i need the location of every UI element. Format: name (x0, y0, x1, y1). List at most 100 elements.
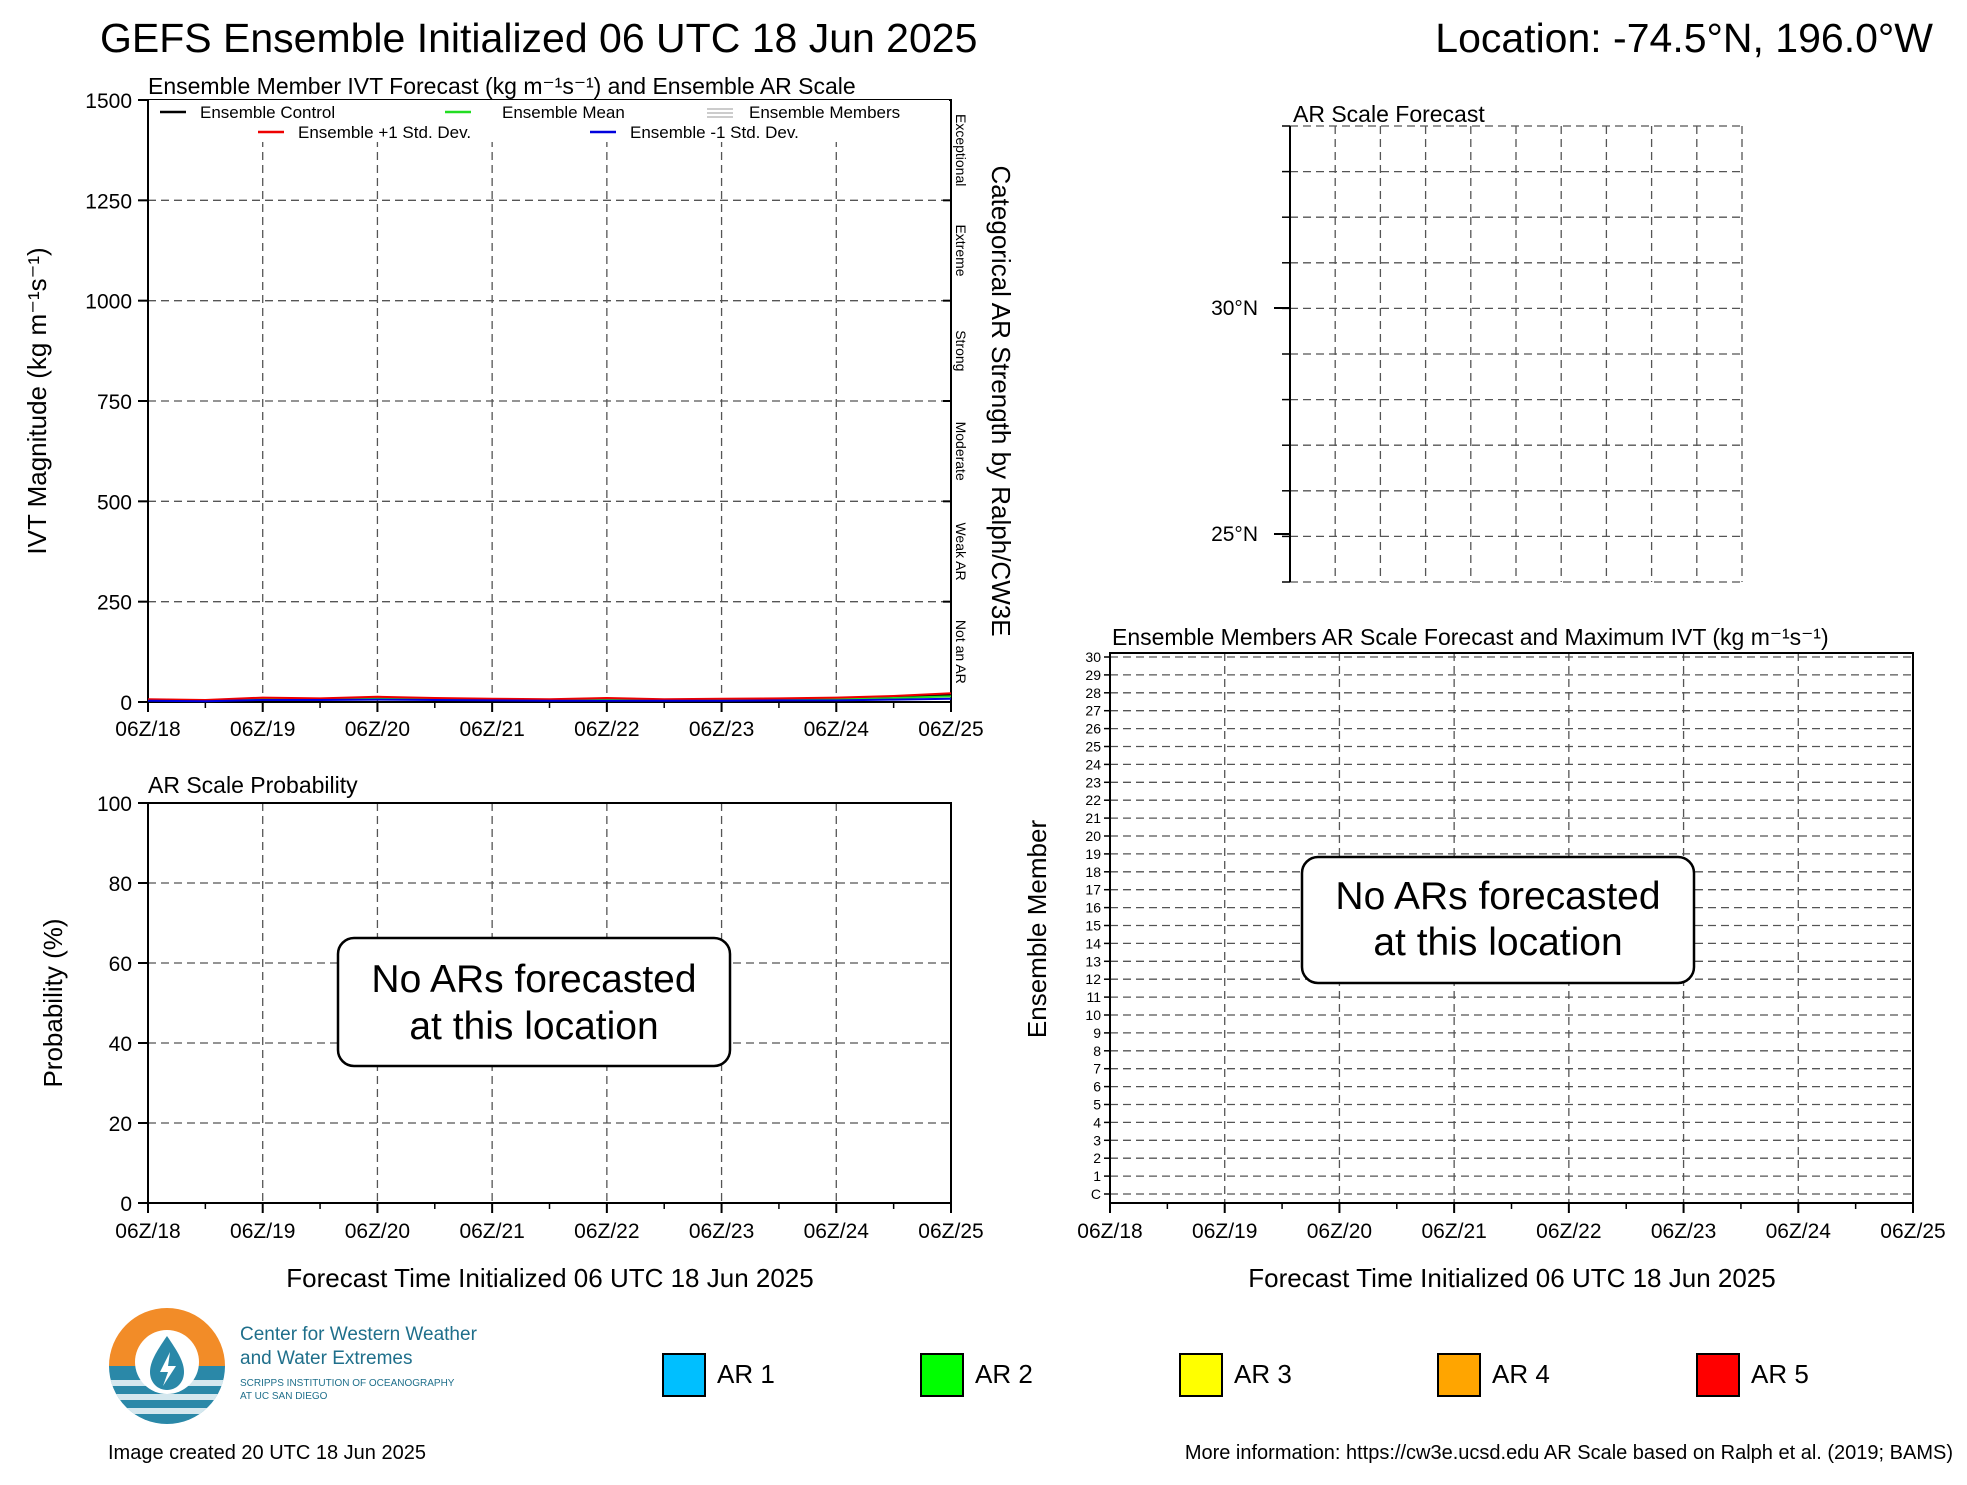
logo-line3: SCRIPPS INSTITUTION OF OCEANOGRAPHY (240, 1378, 455, 1389)
ar5-swatch (1696, 1353, 1740, 1397)
ivt-xtick-label-7: 06Z/25 (918, 718, 983, 741)
members-no-ar-line2: at this location (1373, 921, 1622, 964)
prob-xtick-label-2: 06Z/20 (345, 1220, 410, 1243)
prob-ylabel: Probability (%) (38, 918, 68, 1087)
legend-label-minus-std: Ensemble -1 Std. Dev. (630, 123, 799, 142)
cw3e-logo: Center for Western Weather and Water Ext… (109, 1308, 478, 1424)
member-label-18: 18 (1085, 864, 1101, 880)
prob-no-ar-line2: at this location (409, 1005, 658, 1048)
ivt-series (147, 692, 952, 703)
logo-line1: Center for Western Weather (240, 1324, 478, 1345)
legend-label-control: Ensemble Control (200, 103, 335, 122)
ar1-label: AR 1 (717, 1359, 775, 1389)
ensemble-members-panel: Ensemble Members AR Scale Forecast and M… (1022, 624, 1946, 1293)
members-ylabel: Ensemble Member (1022, 820, 1052, 1039)
prob-panel-title: AR Scale Probability (148, 772, 358, 798)
member-label-26: 26 (1085, 721, 1101, 737)
map-ticks (1274, 125, 1290, 583)
member-label-3: 3 (1093, 1132, 1101, 1148)
member-label-21: 21 (1085, 810, 1101, 826)
ar4-swatch (1437, 1353, 1481, 1397)
ar2-label: AR 2 (975, 1359, 1033, 1389)
prob-xlabel: Forecast Time Initialized 06 UTC 18 Jun … (286, 1263, 813, 1293)
member-label-0: C (1091, 1186, 1101, 1202)
member-label-7: 7 (1093, 1061, 1101, 1077)
ivt-ticks: 0 250 500 750 1000 1250 1500 06Z/18 06Z/19 06Z/20… (85, 90, 983, 741)
members-xtick-label-3: 06Z/21 (1421, 1220, 1486, 1243)
members-no-ar-box (1300, 855, 1696, 985)
member-label-13: 13 (1085, 953, 1101, 969)
member-label-11: 11 (1086, 989, 1101, 1005)
member-label-2: 2 (1093, 1150, 1101, 1166)
map-panel-title: AR Scale Forecast (1293, 101, 1485, 127)
legend-label-mean: Ensemble Mean (502, 103, 625, 122)
prob-ytick-label-40: 40 (109, 1033, 132, 1056)
member-label-9: 9 (1093, 1025, 1101, 1041)
map-grid (1290, 125, 1743, 583)
member-label-16: 16 (1085, 900, 1101, 916)
member-label-1: 1 (1093, 1168, 1101, 1184)
ar3-label: AR 3 (1234, 1359, 1292, 1389)
members-ticks: 06Z/18 06Z/19 06Z/20 06Z/21 06Z/22 06Z/23 06Z/… (1077, 656, 1946, 1243)
ar-category-label-5: Not an AR (953, 620, 969, 684)
ivt-xtick-label-3: 06Z/21 (459, 718, 524, 741)
members-grid (1110, 653, 1913, 1203)
member-label-14: 14 (1085, 935, 1101, 951)
prob-ytick-label-80: 80 (109, 873, 132, 896)
members-no-ar-line1: No ARs forecasted (1335, 875, 1660, 918)
members-panel-title: Ensemble Members AR Scale Forecast and M… (1112, 624, 1829, 650)
member-label-23: 23 (1085, 774, 1101, 790)
legend-label-plus-std: Ensemble +1 Std. Dev. (298, 123, 471, 142)
prob-ticks: 0 20 40 60 80 100 06Z/18 06Z/19 06Z/20 06Z/21 06Z/… (97, 793, 984, 1243)
members-xtick-label-1: 06Z/19 (1192, 1220, 1257, 1243)
member-label-6: 6 (1093, 1079, 1101, 1095)
ivt-ylabel: IVT Magnitude (kg m⁻¹s⁻¹) (22, 247, 52, 554)
member-label-28: 28 (1085, 685, 1101, 701)
members-xtick-label-4: 06Z/22 (1536, 1220, 1601, 1243)
members-xlabel: Forecast Time Initialized 06 UTC 18 Jun … (1248, 1263, 1775, 1293)
ar1-swatch (662, 1353, 706, 1397)
ivt-legend-bg (149, 100, 949, 142)
ivt-xtick-label-5: 06Z/23 (689, 718, 754, 741)
figure-title: GEFS Ensemble Initialized 06 UTC 18 Jun … (100, 15, 977, 61)
ivt-ytick-label-750: 750 (97, 391, 132, 414)
ivt-legend: Ensemble Control Ensemble Mean Ensemble … (149, 100, 949, 142)
ivt-ytick-label-250: 250 (97, 592, 132, 615)
member-label-12: 12 (1085, 971, 1101, 987)
members-xtick-label-0: 06Z/18 (1077, 1220, 1142, 1243)
ivt-xtick-label-6: 06Z/24 (804, 718, 870, 741)
member-label-4: 4 (1093, 1114, 1101, 1130)
prob-no-ar-box (336, 936, 732, 1068)
prob-xtick-label-3: 06Z/21 (459, 1220, 524, 1243)
member-label-30: 30 (1085, 649, 1101, 665)
prob-ytick-label-100: 100 (97, 793, 132, 816)
prob-xtick-label-5: 06Z/23 (689, 1220, 754, 1243)
ar-category-label-0: Exceptional (953, 114, 969, 186)
member-label-8: 8 (1093, 1043, 1101, 1059)
ivt-xtick-label-2: 06Z/20 (345, 718, 410, 741)
prob-xtick-label-1: 06Z/19 (230, 1220, 295, 1243)
ar2-swatch (920, 1353, 964, 1397)
ivt-right-label: Categorical AR Strength by Ralph/CW3E (986, 165, 1016, 636)
map-lat-25: 25°N (1211, 523, 1258, 546)
prob-xtick-label-7: 06Z/25 (918, 1220, 983, 1243)
ar-category-label-3: Moderate (953, 422, 969, 481)
member-label-5: 5 (1093, 1097, 1101, 1113)
ar5-label: AR 5 (1751, 1359, 1809, 1389)
ivt-xtick-label-4: 06Z/22 (574, 718, 639, 741)
ar3-swatch (1179, 1353, 1223, 1397)
ar-scale-legend: AR 1 AR 2 AR 3 AR 4 AR 5 (662, 1353, 1809, 1397)
ivt-xtick-label-0: 06Z/18 (115, 718, 180, 741)
member-label-19: 19 (1085, 846, 1101, 862)
legend-label-members: Ensemble Members (749, 103, 900, 122)
footer-more-info: More information: https://cw3e.ucsd.edu … (1185, 1442, 1953, 1464)
prob-xtick-label-0: 06Z/18 (115, 1220, 180, 1243)
ivt-xtick-label-1: 06Z/19 (230, 718, 295, 741)
member-label-24: 24 (1085, 756, 1101, 772)
ar4-label: AR 4 (1492, 1359, 1550, 1389)
prob-ytick-label-20: 20 (109, 1113, 132, 1136)
member-label-10: 10 (1085, 1007, 1101, 1023)
ar-category-labels: Exceptional Extreme Strong Moderate Weak AR N… (953, 114, 969, 684)
